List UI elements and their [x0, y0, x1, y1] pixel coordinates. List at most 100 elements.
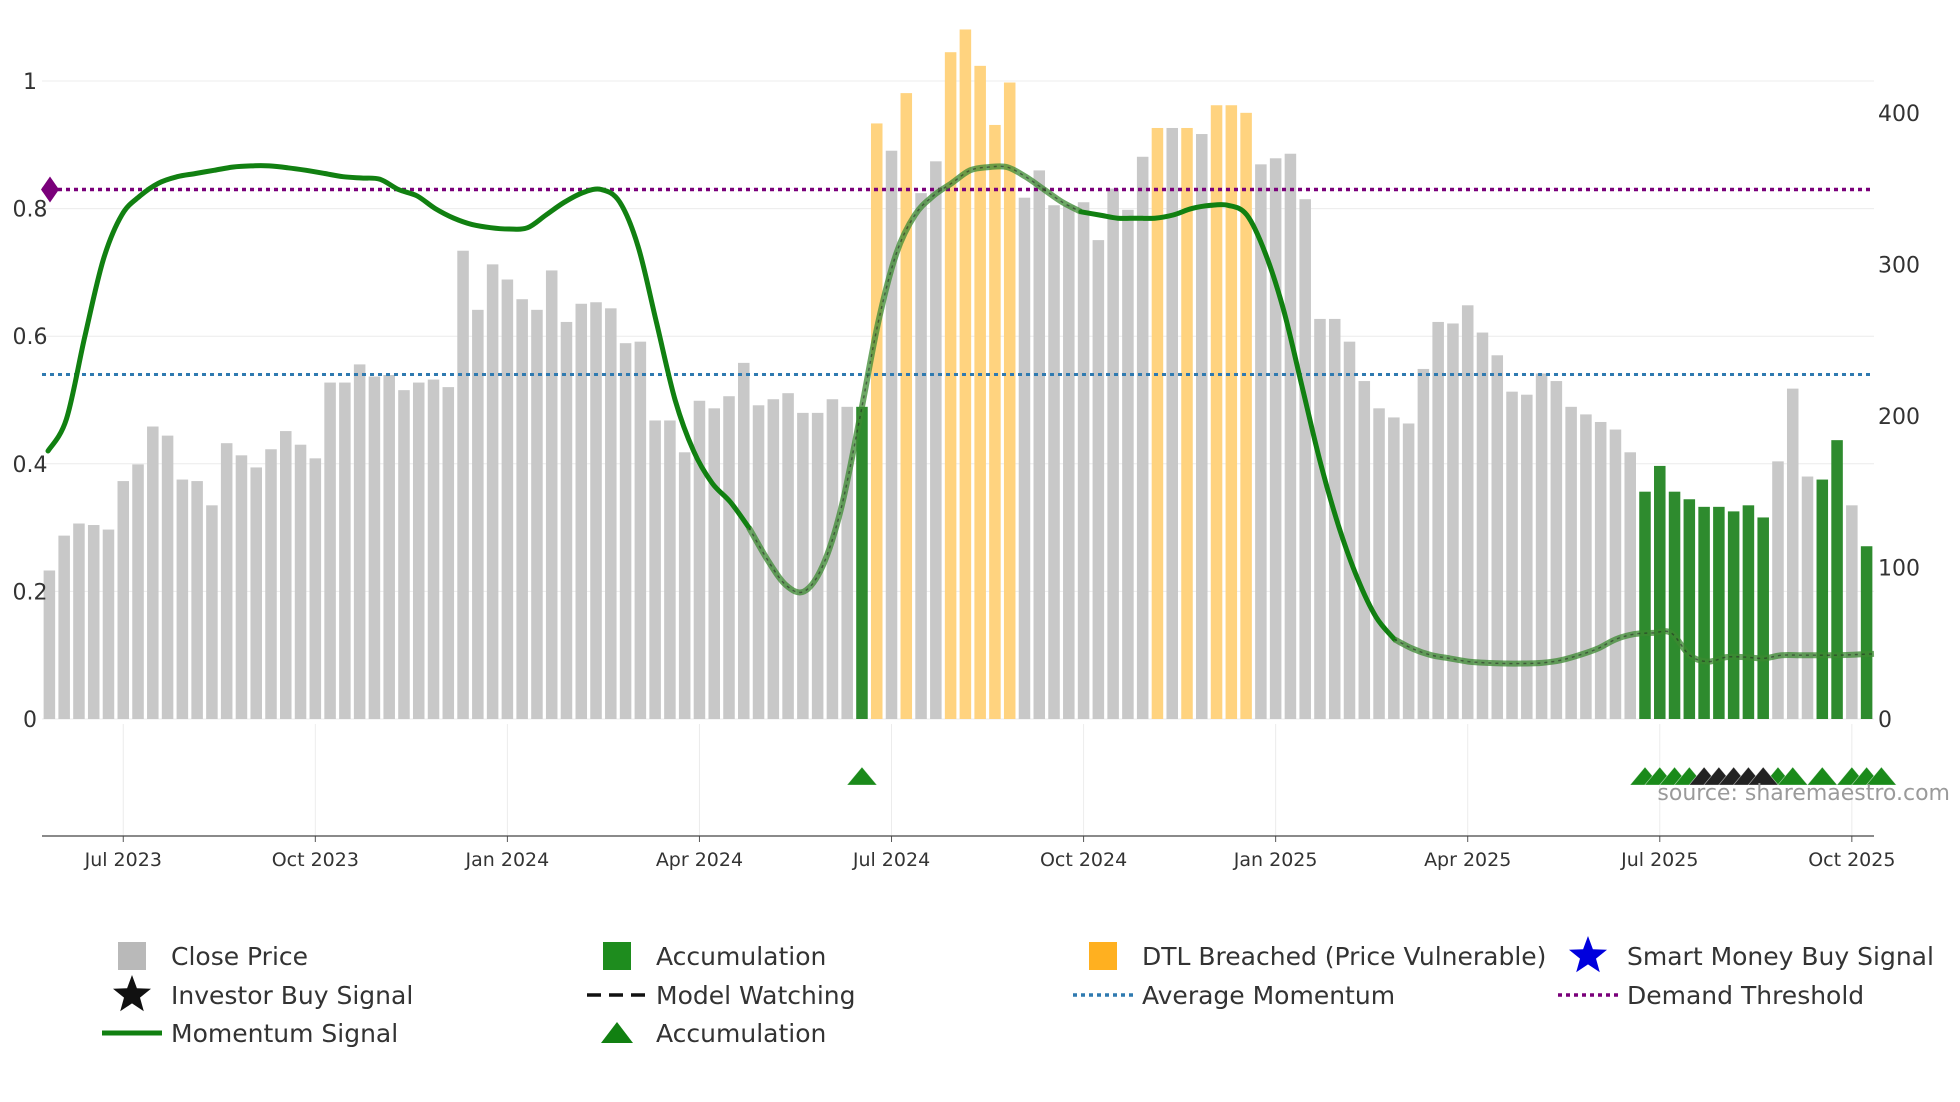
x-tick-label: Oct 2024 — [1040, 849, 1127, 871]
legend-label: Momentum Signal — [171, 1019, 398, 1048]
right-tick-label: 100 — [1878, 556, 1920, 581]
legend-label: Accumulation — [656, 1019, 826, 1048]
price-bar — [915, 193, 927, 719]
price-bar — [1210, 105, 1223, 720]
price-bar — [1624, 452, 1636, 719]
price-bar — [412, 382, 425, 719]
price-bar — [472, 309, 484, 719]
price-bar — [664, 420, 676, 719]
price-bar — [900, 93, 913, 719]
price-bar — [723, 396, 735, 719]
price-bar — [811, 412, 824, 719]
price-bar — [87, 525, 100, 719]
price-bar — [1535, 373, 1548, 719]
price-bar — [590, 302, 602, 719]
price-bar — [1476, 332, 1489, 719]
markers-layer — [41, 176, 1898, 786]
legend-swatch-dtl-breached-price-vulnerable — [1089, 942, 1117, 970]
price-bar — [147, 426, 159, 719]
left-tick-label: 0.6 — [13, 325, 48, 350]
price-bar — [856, 406, 868, 719]
accumulation-triangle — [1806, 766, 1838, 786]
price-bar — [442, 387, 455, 719]
model-watching-overlay — [748, 165, 1082, 594]
price-bar — [870, 123, 883, 719]
price-bar — [1033, 170, 1046, 720]
price-bar — [1580, 414, 1592, 719]
price-bar — [1565, 406, 1577, 719]
price-bar — [693, 400, 706, 719]
price-bar — [368, 376, 381, 719]
price-bar — [102, 529, 115, 719]
price-bar — [1447, 323, 1459, 719]
price-bar — [1092, 240, 1105, 719]
x-tick-label: Jul 2024 — [852, 849, 930, 871]
price-bar — [235, 455, 248, 719]
left-tick-label: 0.8 — [13, 198, 48, 223]
legend-star-investor-buy-signal — [113, 975, 151, 1012]
right-tick-label: 300 — [1878, 253, 1920, 278]
price-bar — [58, 535, 70, 719]
price-bar — [1107, 188, 1119, 720]
price-bar — [1521, 394, 1533, 719]
price-bar — [398, 390, 410, 719]
price-bar — [1742, 505, 1755, 719]
price-bar — [841, 406, 853, 719]
investor-buy-triangle — [1747, 766, 1779, 786]
price-bar — [1639, 491, 1651, 719]
price-bar — [1077, 202, 1090, 719]
lines-layer — [42, 163, 1875, 667]
price-bar — [1654, 465, 1666, 719]
price-bar — [1594, 421, 1607, 719]
price-bar — [1063, 205, 1075, 719]
x-tick-label: Jan 2025 — [1233, 849, 1318, 871]
left-tick-label: 0 — [23, 708, 37, 733]
price-bar — [826, 399, 839, 719]
price-bar — [797, 412, 809, 719]
price-bar — [1550, 381, 1563, 719]
price-bar — [605, 308, 617, 719]
legend-layer: Close Price Accumulation DTL Breached (Pri… — [102, 936, 1934, 1048]
accumulation-triangle — [1865, 766, 1898, 786]
accumulation-triangle — [846, 766, 878, 786]
price-bar — [885, 150, 898, 720]
price-bar — [1314, 318, 1326, 719]
price-bar — [1373, 408, 1385, 719]
price-bar — [176, 479, 189, 719]
price-bar — [206, 505, 218, 719]
x-tick-label: Oct 2023 — [272, 849, 359, 871]
price-bar — [516, 299, 528, 719]
price-bar — [974, 65, 986, 720]
bars-layer — [43, 29, 1873, 720]
price-bar — [575, 303, 588, 719]
price-bar — [383, 374, 395, 719]
price-bar — [43, 570, 56, 719]
price-bar — [1831, 440, 1843, 719]
price-bar — [1166, 127, 1178, 719]
momentum-signal-line — [1078, 202, 1397, 642]
price-bar — [220, 443, 233, 719]
price-bar — [1432, 321, 1444, 719]
price-bar — [191, 481, 203, 719]
legend-swatch-close-price — [118, 942, 146, 970]
price-bar — [634, 341, 647, 719]
price-bar — [1683, 499, 1696, 719]
price-bar — [1151, 127, 1164, 719]
price-bar — [531, 309, 543, 719]
price-bar — [944, 52, 957, 719]
price-bar — [1018, 197, 1031, 719]
legend-label: Average Momentum — [1142, 981, 1395, 1010]
legend-label: Accumulation — [656, 942, 826, 971]
price-bar — [1181, 127, 1193, 719]
price-bar — [1225, 105, 1238, 720]
x-tick-label: Jan 2024 — [465, 849, 550, 871]
price-bar — [1713, 506, 1725, 719]
price-bar — [649, 420, 661, 719]
price-bar — [752, 405, 765, 719]
price-bar — [619, 343, 632, 719]
legend-swatch-accumulation — [603, 942, 631, 970]
legend-star-smart-money-buy-signal — [1569, 936, 1607, 973]
demand-threshold-marker — [41, 176, 59, 203]
price-bar — [1417, 368, 1430, 719]
